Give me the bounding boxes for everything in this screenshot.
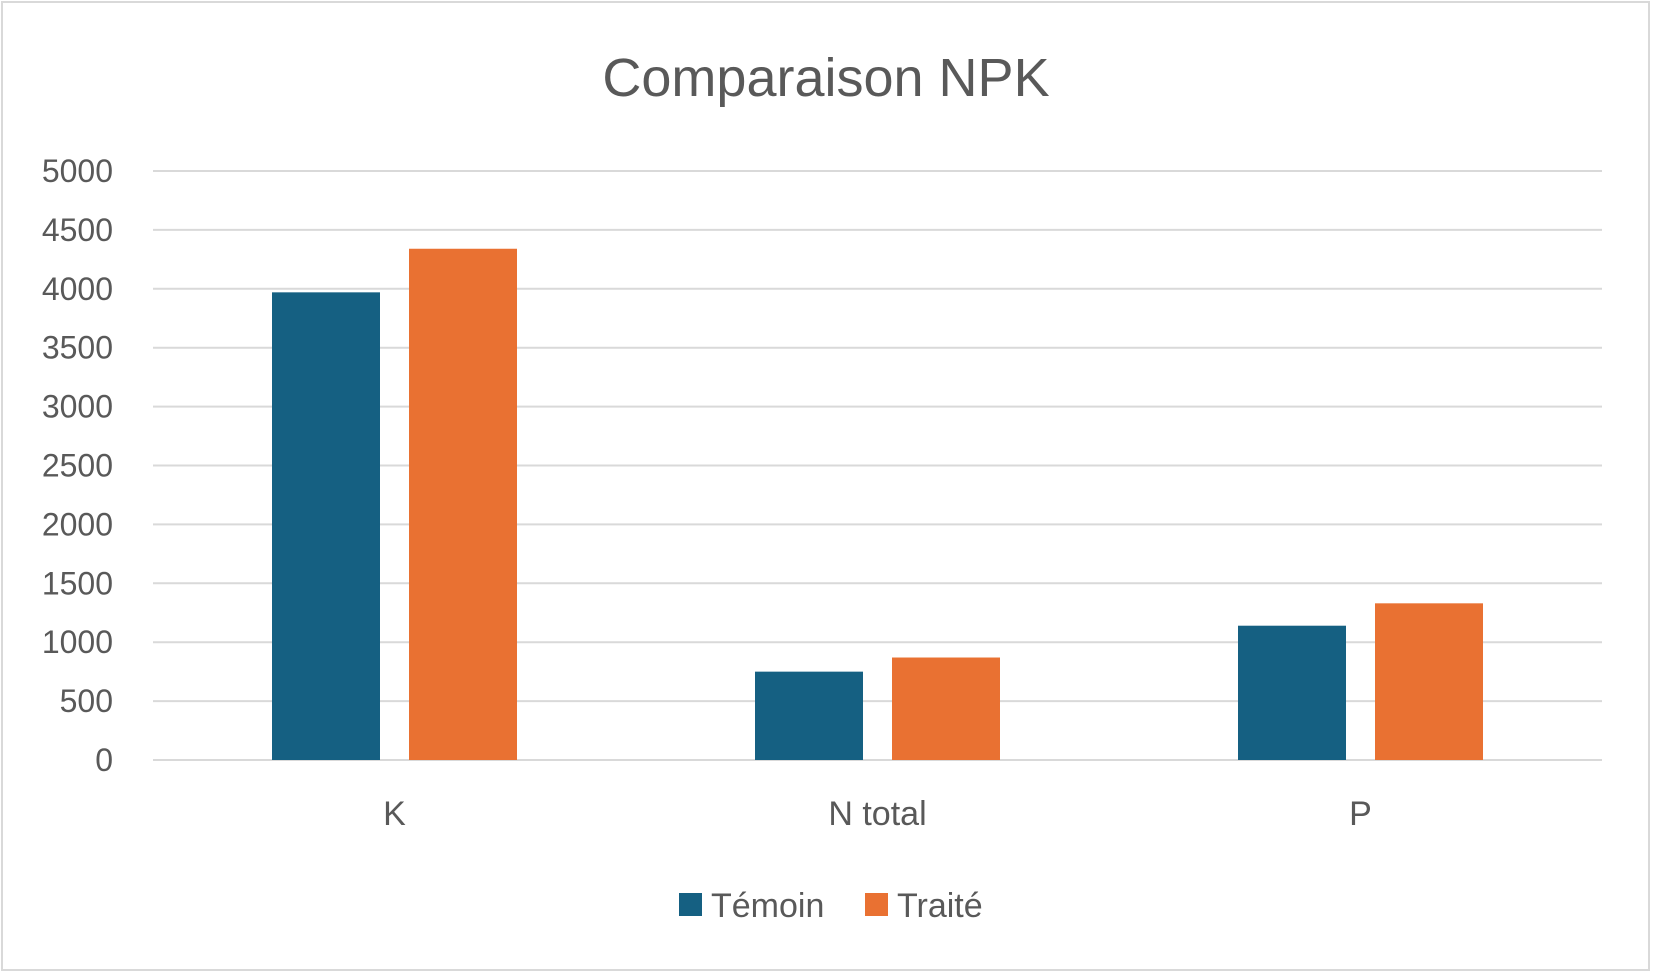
- bar-p-series-1: [1375, 603, 1483, 760]
- gridlines: [153, 170, 1602, 761]
- bar-n-total-series-0: [755, 671, 863, 760]
- bar-k-series-0: [272, 292, 380, 760]
- y-tick-label: 3000: [42, 389, 113, 425]
- chart-title: Comparaison NPK: [602, 48, 1049, 108]
- bar-p-series-0: [1238, 625, 1346, 760]
- y-tick-label: 4000: [42, 271, 113, 307]
- y-tick-label: 500: [60, 683, 113, 719]
- y-tick-label: 4500: [42, 212, 113, 248]
- y-tick-label: 2000: [42, 506, 113, 542]
- legend-label: Traité: [897, 887, 983, 925]
- bar-n-total-series-1: [892, 657, 1000, 760]
- y-axis-tick-labels: 0 500 1000 1500 2000 2500 3000 3500 4000 4500 5000: [42, 153, 113, 778]
- y-tick-label: 1500: [42, 565, 113, 601]
- y-tick-label: 2500: [42, 448, 113, 484]
- y-tick-label: 3500: [42, 330, 113, 366]
- y-tick-label: 5000: [42, 153, 113, 189]
- legend-label: Témoin: [711, 887, 824, 925]
- legend-swatch: [679, 893, 702, 916]
- legend-swatch: [865, 893, 888, 916]
- bars: [272, 248, 1483, 761]
- y-tick-label: 1000: [42, 624, 113, 660]
- bar-k-series-1: [409, 248, 517, 761]
- x-category-label: K: [383, 795, 406, 833]
- x-category-label: P: [1349, 795, 1372, 833]
- y-tick-label: 0: [95, 742, 113, 778]
- x-axis-category-labels: K N total P: [383, 795, 1372, 833]
- x-category-label: N total: [828, 795, 926, 833]
- legend: Témoin Traité: [679, 887, 983, 925]
